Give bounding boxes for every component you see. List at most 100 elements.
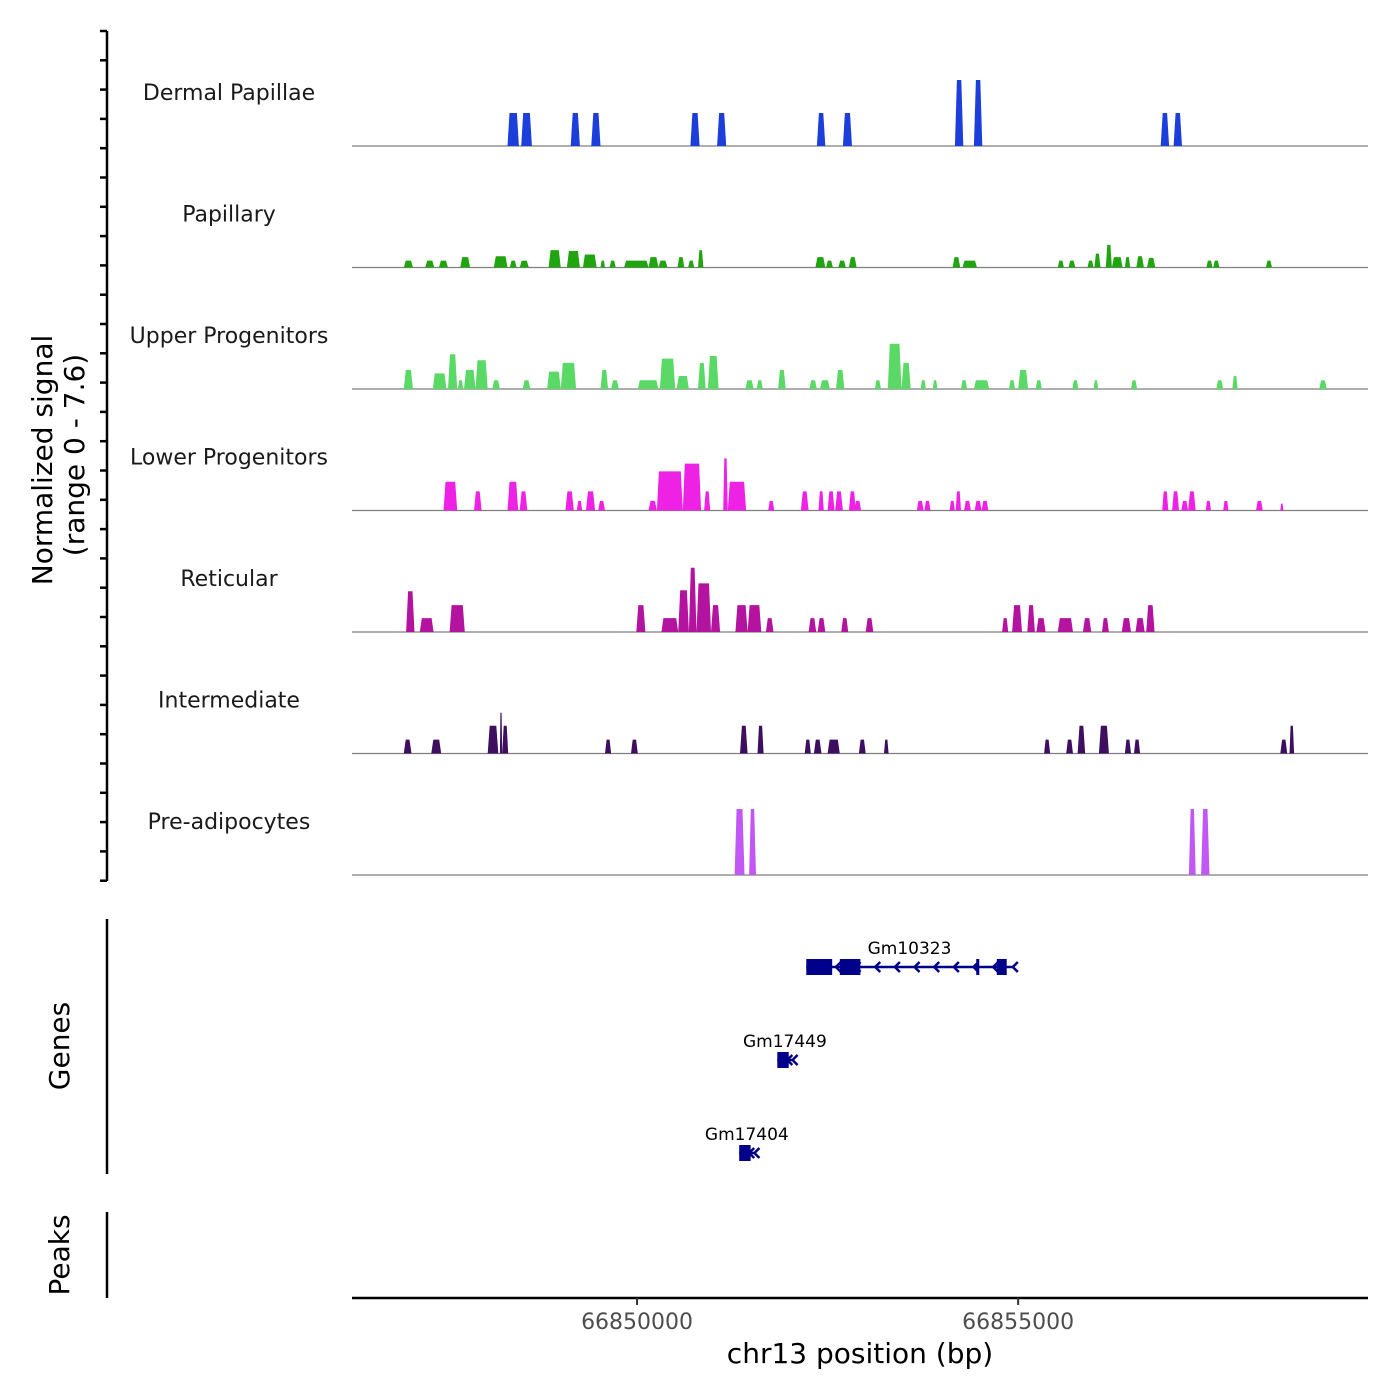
- signal-peak: [973, 80, 983, 146]
- signal-peak: [678, 590, 689, 632]
- signal-peak: [874, 380, 881, 389]
- signal-peak: [1206, 260, 1213, 268]
- signal-peak: [443, 481, 458, 511]
- coverage-tracks: Dermal Papillae Papillary Upper Progenitor…: [130, 80, 1368, 876]
- track-label: Papillary: [182, 203, 276, 228]
- signal-peak: [955, 491, 961, 511]
- track-intermediate: Intermediate: [158, 689, 1368, 755]
- signal-peak: [1094, 253, 1101, 268]
- signal-peak: [448, 354, 458, 389]
- strand-arrow: [912, 961, 921, 973]
- signal-peak: [460, 257, 471, 268]
- strand-arrow: [834, 961, 842, 973]
- signal-peak: [1256, 500, 1263, 511]
- signal-peak: [949, 500, 955, 511]
- signal-peak: [582, 254, 597, 268]
- signal-peak: [565, 491, 574, 511]
- signal-peak: [690, 113, 700, 146]
- y-axis-title-line1: Normalized signal: [26, 335, 59, 586]
- signal-peak: [688, 567, 697, 632]
- signal-peak: [723, 458, 728, 511]
- signal-peak: [735, 605, 748, 632]
- signal-peak: [865, 618, 874, 632]
- signal-peak: [841, 618, 849, 632]
- signal-peak: [403, 369, 413, 389]
- signal-peak: [493, 256, 508, 268]
- signal-peak: [457, 380, 464, 389]
- signal-peak: [842, 113, 852, 146]
- gene-annotations: Gm10323 Gm17449 Gm17404: [705, 939, 1019, 1161]
- signal-peak: [1124, 739, 1131, 754]
- signal-peak: [648, 257, 659, 268]
- signal-peak: [425, 260, 435, 268]
- signal-peak: [1134, 739, 1141, 754]
- track-label: Pre-adipocytes: [148, 810, 311, 835]
- strand-arrow: [790, 1054, 799, 1066]
- signal-peak: [711, 605, 721, 632]
- signal-peak: [1027, 605, 1035, 632]
- signal-peak: [1172, 491, 1179, 511]
- signal-peak: [431, 739, 442, 754]
- track-label: Lower Progenitors: [130, 446, 328, 471]
- signal-peak: [449, 605, 465, 632]
- signal-peak: [1077, 725, 1086, 754]
- signal-peak: [682, 463, 702, 511]
- signal-peak: [1216, 380, 1224, 389]
- signal-peak: [1102, 618, 1109, 632]
- signal-peak: [1223, 500, 1229, 511]
- signal-peak: [1131, 380, 1138, 389]
- signal-peak: [838, 260, 846, 268]
- signal-peak: [932, 380, 938, 389]
- signal-peak: [964, 500, 971, 511]
- track-lower-progenitors: Lower Progenitors: [130, 446, 1368, 512]
- signal-peak: [808, 618, 817, 632]
- signal-peak: [836, 369, 845, 389]
- signal-peak: [757, 725, 764, 754]
- signal-peak: [661, 618, 679, 632]
- gene-label: Gm17449: [743, 1032, 827, 1052]
- signal-peak: [707, 356, 719, 389]
- x-axis-ticks: 66850000 66855000: [581, 1298, 1074, 1335]
- signal-peak: [570, 113, 580, 146]
- signal-peak: [1012, 605, 1022, 632]
- signal-peak: [502, 725, 509, 754]
- signal-peak: [1057, 260, 1064, 268]
- gene-exon: [976, 959, 980, 975]
- signal-peak: [548, 250, 561, 268]
- signal-peak: [698, 362, 706, 389]
- signal-peak: [804, 739, 811, 754]
- signal-peak: [1181, 500, 1189, 511]
- signal-peak: [816, 113, 826, 146]
- signal-peak: [1188, 809, 1196, 875]
- signal-peak: [1035, 380, 1042, 389]
- signal-peak: [1121, 618, 1131, 632]
- signal-peak: [576, 500, 583, 511]
- signal-peak: [598, 500, 605, 511]
- signal-peak: [403, 260, 413, 268]
- signal-peak: [740, 725, 748, 754]
- signal-peak: [519, 491, 528, 511]
- gene-exon: [996, 959, 1007, 975]
- signal-peak: [507, 113, 519, 146]
- signal-peak: [962, 260, 977, 268]
- gene-exon: [806, 959, 833, 975]
- track-label: Dermal Papillae: [143, 81, 315, 106]
- signal-peak: [973, 380, 990, 389]
- signal-peak: [631, 739, 638, 754]
- signal-peak: [1147, 257, 1156, 268]
- signal-peak: [560, 362, 577, 389]
- signal-peak: [747, 605, 762, 632]
- signal-peak: [827, 491, 835, 511]
- y-axis-title-line2: (range 0 - 7.6): [58, 354, 91, 556]
- signal-peak: [1124, 257, 1131, 268]
- signal-peak: [727, 481, 747, 511]
- signal-peak: [648, 500, 657, 511]
- signal-peak: [717, 113, 727, 146]
- signal-peak: [858, 739, 866, 754]
- signal-peak: [924, 500, 931, 511]
- signal-peak: [901, 362, 911, 389]
- strand-arrow: [752, 1147, 761, 1159]
- signal-peak: [835, 491, 843, 511]
- gene-gm10323: Gm10323: [806, 939, 1019, 975]
